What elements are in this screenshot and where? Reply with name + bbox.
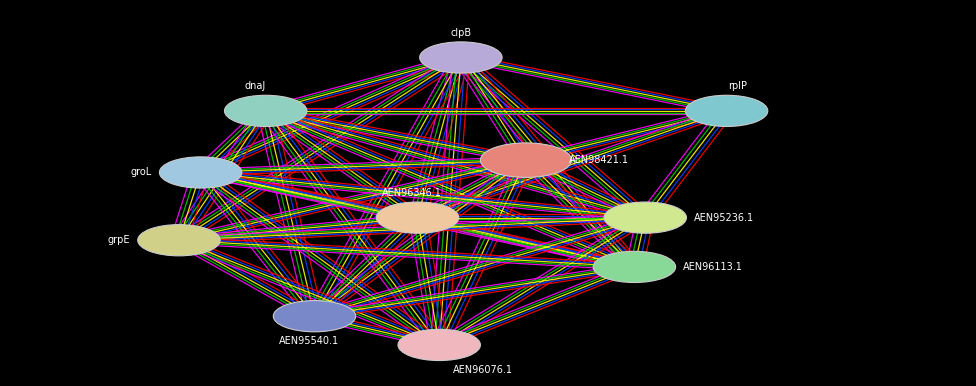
- Circle shape: [685, 95, 768, 127]
- Text: rplP: rplP: [728, 81, 747, 91]
- Text: AEN95236.1: AEN95236.1: [694, 213, 754, 223]
- Circle shape: [273, 301, 355, 332]
- Circle shape: [398, 329, 480, 361]
- Text: AEN96113.1: AEN96113.1: [683, 262, 743, 272]
- Circle shape: [159, 157, 242, 188]
- Circle shape: [420, 42, 502, 73]
- Text: AEN98421.1: AEN98421.1: [569, 155, 630, 165]
- Circle shape: [224, 95, 306, 127]
- Text: groL: groL: [131, 168, 152, 178]
- Text: grpE: grpE: [107, 235, 130, 245]
- Circle shape: [480, 143, 572, 178]
- Text: dnaJ: dnaJ: [244, 81, 265, 91]
- Text: AEN95540.1: AEN95540.1: [279, 336, 339, 346]
- Circle shape: [138, 225, 221, 256]
- Text: AEN96076.1: AEN96076.1: [453, 365, 512, 375]
- Circle shape: [377, 202, 459, 233]
- Circle shape: [593, 251, 675, 283]
- Text: clpB: clpB: [450, 28, 471, 38]
- Circle shape: [604, 202, 686, 233]
- Text: AEN96346.1: AEN96346.1: [383, 188, 442, 198]
